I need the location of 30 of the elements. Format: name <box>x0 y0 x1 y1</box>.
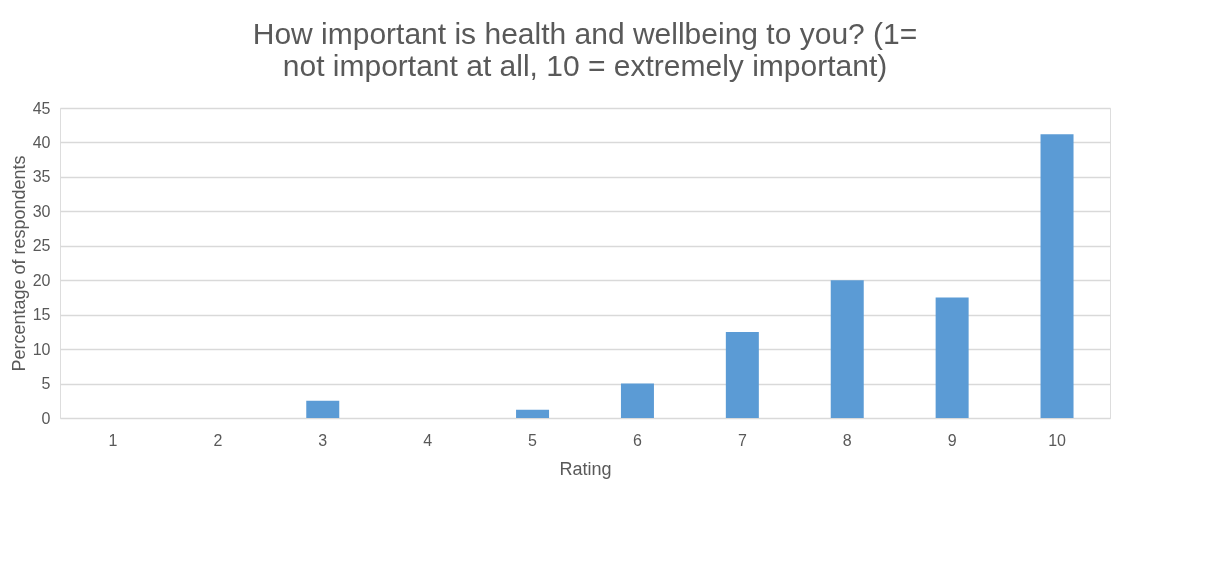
x-tick-label: 7 <box>737 431 747 449</box>
x-tick-label: 2 <box>213 431 223 449</box>
y-tick-label: 45 <box>32 99 51 117</box>
x-tick-label: 5 <box>528 431 538 449</box>
bar <box>516 409 550 418</box>
x-tick-label: 1 <box>108 431 118 449</box>
bar <box>306 400 340 418</box>
y-tick-label: 35 <box>32 168 51 186</box>
y-tick-label: 25 <box>32 237 51 255</box>
x-tick-label: 10 <box>1048 431 1067 449</box>
x-tick-label: 3 <box>318 431 328 449</box>
x-tick-label: 4 <box>423 431 433 449</box>
x-axis-title: Rating <box>559 458 612 479</box>
y-tick-label: 5 <box>41 375 51 393</box>
y-tick-label: 40 <box>32 133 51 151</box>
x-tick-label: 6 <box>632 431 642 449</box>
y-axis-title: Percentage of respondents <box>8 155 29 372</box>
bar <box>620 383 654 418</box>
y-tick-label: 20 <box>32 271 51 289</box>
y-tick-label: 0 <box>41 409 51 427</box>
bar <box>935 297 969 418</box>
x-tick-label: 9 <box>947 431 957 449</box>
y-tick-label: 15 <box>32 306 51 324</box>
chart-title: How important is health and wellbeing to you? (1= not important at all, 10 = extremely important) <box>252 17 918 82</box>
x-tick-label: 8 <box>842 431 852 449</box>
bar <box>725 331 759 418</box>
bar <box>1040 134 1074 418</box>
bar <box>830 280 864 418</box>
y-tick-label: 10 <box>32 340 51 358</box>
y-tick-label: 30 <box>32 202 51 220</box>
